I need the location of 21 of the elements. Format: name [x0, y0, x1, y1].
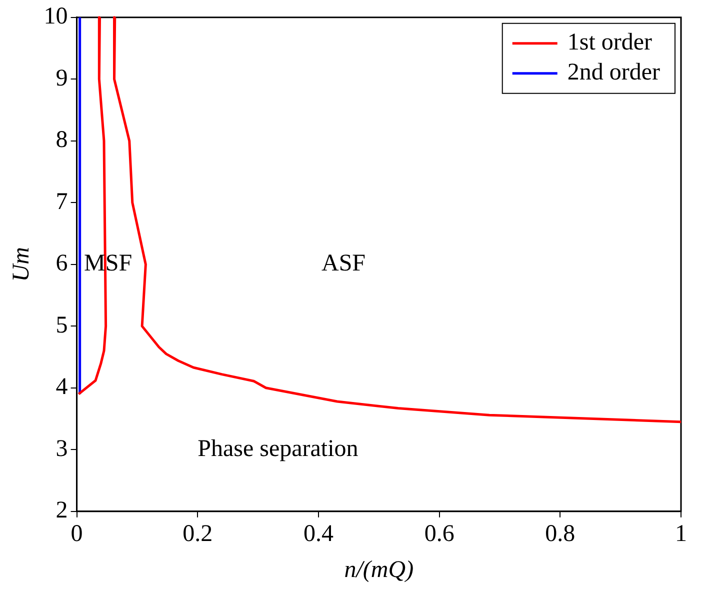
annotation: ASF — [322, 250, 366, 277]
x-tick-label: 0.8 — [545, 521, 576, 548]
y-tick-label: 2 — [56, 498, 68, 524]
y-tick-label: 10 — [44, 4, 68, 30]
y-tick-label: 9 — [56, 65, 68, 92]
annotation: Phase separation — [198, 436, 358, 462]
y-tick-label: 7 — [56, 188, 68, 215]
x-tick-label: 0.4 — [303, 521, 334, 548]
x-tick-label: 0.2 — [182, 521, 213, 548]
legend-label: 1st order — [567, 30, 652, 56]
x-axis-title: n/(mQ) — [344, 556, 414, 583]
legend-label: 2nd order — [567, 60, 660, 86]
y-tick-label: 4 — [56, 374, 68, 400]
x-tick-label: 0.6 — [424, 521, 454, 548]
y-tick-label: 6 — [56, 250, 68, 277]
y-axis-title: Um — [8, 247, 35, 282]
y-tick-label: 3 — [56, 436, 68, 462]
x-tick-label: 1 — [675, 521, 687, 548]
y-tick-label: 5 — [56, 312, 68, 338]
x-tick-label: 0 — [70, 521, 83, 548]
y-tick-label: 8 — [56, 127, 68, 154]
